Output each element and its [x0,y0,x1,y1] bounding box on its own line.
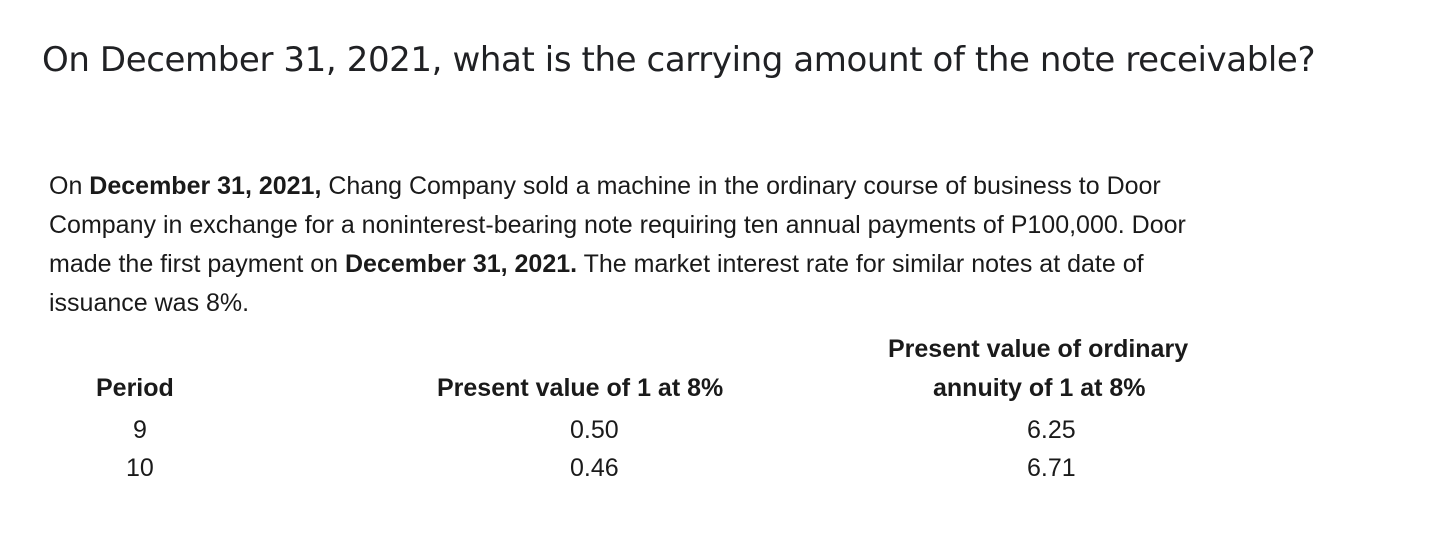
problem-line-3-end: The market interest rate for similar not… [577,250,1144,278]
header-pv-annuity-line-2: annuity of 1 at 8% [933,374,1146,402]
problem-line-4: issuance was 8%. [49,289,250,317]
header-pv-of-1: Present value of 1 at 8% [437,374,724,402]
problem-line-1-start: On [49,172,90,200]
header-pv-annuity-line-1: Present value of ordinary [888,335,1189,363]
cell-pva-10: 6.71 [1027,454,1076,482]
problem-date-2: December 31, 2021. [344,250,578,278]
cell-pv1-10: 0.46 [570,454,619,482]
question-text: On December 31, 2021, what is the carryi… [42,40,1316,80]
problem-line-3: made the first payment on December 31, 2… [49,245,1419,284]
problem-date-1: December 31, 2021, [89,172,322,200]
cell-pva-9: 6.25 [1027,416,1076,444]
problem-line-3-start: made the first payment on [49,250,345,278]
header-period: Period [96,374,174,402]
problem-line-2: Company in exchange for a noninterest-be… [49,211,1186,239]
cell-period-10: 10 [126,454,154,482]
problem-line-1-end: Chang Company sold a machine in the ordi… [321,172,1161,200]
problem-statement: On December 31, 2021, Chang Company sold… [49,167,1419,323]
problem-line-1: On December 31, 2021, Chang Company sold… [49,167,1419,206]
cell-period-9: 9 [133,416,147,444]
cell-pv1-9: 0.50 [570,416,619,444]
